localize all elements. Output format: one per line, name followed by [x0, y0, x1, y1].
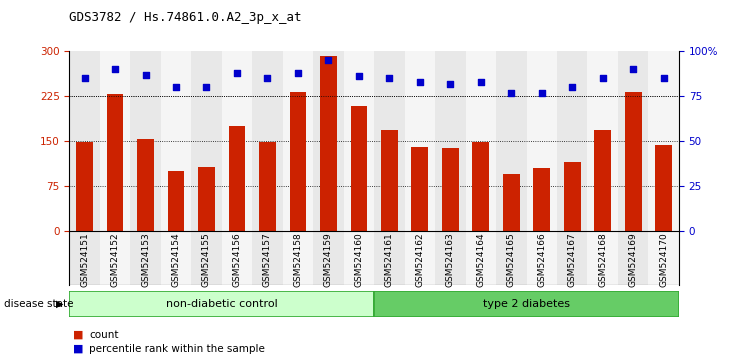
Point — [110, 67, 121, 72]
Bar — [228, 126, 245, 231]
Bar — [625, 92, 642, 231]
Bar — [564, 162, 580, 231]
Bar — [557, 51, 588, 285]
Text: GSM524155: GSM524155 — [202, 232, 211, 287]
Bar — [100, 51, 130, 285]
Bar — [588, 51, 618, 285]
Bar — [442, 148, 458, 231]
Point — [445, 81, 456, 86]
Bar — [259, 142, 276, 231]
Text: GSM524159: GSM524159 — [324, 232, 333, 287]
Point — [261, 75, 273, 81]
Point — [79, 75, 91, 81]
Text: GSM524163: GSM524163 — [446, 232, 455, 287]
Point — [139, 72, 151, 78]
Text: GSM524164: GSM524164 — [476, 232, 485, 287]
Bar — [412, 147, 429, 231]
Bar — [374, 51, 404, 285]
Bar — [198, 167, 215, 231]
Text: ■: ■ — [73, 330, 83, 339]
Bar — [69, 51, 100, 285]
Bar — [496, 51, 526, 285]
Bar — [656, 145, 672, 231]
Text: GDS3782 / Hs.74861.0.A2_3p_x_at: GDS3782 / Hs.74861.0.A2_3p_x_at — [69, 11, 301, 24]
Bar — [526, 51, 557, 285]
Point — [475, 79, 487, 85]
Point — [383, 75, 395, 81]
Bar — [137, 139, 154, 231]
Text: GSM524167: GSM524167 — [568, 232, 577, 287]
Bar — [191, 51, 222, 285]
Bar — [404, 51, 435, 285]
Point — [597, 75, 609, 81]
Bar — [594, 130, 611, 231]
Point — [658, 75, 669, 81]
Point — [170, 85, 182, 90]
Bar — [222, 51, 253, 285]
Point — [231, 70, 243, 76]
Point — [627, 67, 639, 72]
Bar — [344, 51, 374, 285]
Bar — [503, 174, 520, 231]
Text: GSM524169: GSM524169 — [629, 232, 638, 287]
Point — [536, 90, 548, 96]
Bar — [131, 51, 161, 285]
Point — [323, 57, 334, 63]
Bar — [76, 142, 93, 231]
Bar — [320, 56, 337, 231]
Text: ▶: ▶ — [56, 299, 64, 309]
Bar — [290, 92, 307, 231]
Bar — [648, 51, 679, 285]
Bar — [253, 51, 283, 285]
Text: GSM524157: GSM524157 — [263, 232, 272, 287]
Bar — [350, 107, 367, 231]
Text: GSM524166: GSM524166 — [537, 232, 546, 287]
Bar — [283, 51, 313, 285]
Point — [566, 85, 578, 90]
Text: disease state: disease state — [4, 299, 73, 309]
Bar — [168, 171, 185, 231]
Point — [201, 85, 212, 90]
Bar — [466, 51, 496, 285]
Text: GSM524158: GSM524158 — [293, 232, 302, 287]
Text: count: count — [89, 330, 118, 339]
Text: GSM524151: GSM524151 — [80, 232, 89, 287]
Text: GSM524153: GSM524153 — [141, 232, 150, 287]
Text: GSM524165: GSM524165 — [507, 232, 516, 287]
Bar — [435, 51, 466, 285]
Bar — [618, 51, 648, 285]
Text: GSM524156: GSM524156 — [232, 232, 242, 287]
Bar — [161, 51, 191, 285]
Bar — [313, 51, 344, 285]
Text: GSM524160: GSM524160 — [354, 232, 364, 287]
Text: percentile rank within the sample: percentile rank within the sample — [89, 344, 265, 354]
Text: ■: ■ — [73, 344, 83, 354]
Text: type 2 diabetes: type 2 diabetes — [483, 299, 570, 309]
Text: non-diabetic control: non-diabetic control — [166, 299, 277, 309]
Bar — [107, 95, 123, 231]
Bar — [69, 291, 374, 317]
Bar — [472, 142, 489, 231]
Point — [353, 74, 365, 79]
Bar — [534, 168, 550, 231]
Text: GSM524152: GSM524152 — [110, 232, 120, 287]
Bar — [374, 291, 679, 317]
Point — [292, 70, 304, 76]
Point — [414, 79, 426, 85]
Text: GSM524161: GSM524161 — [385, 232, 394, 287]
Bar — [381, 130, 398, 231]
Text: GSM524168: GSM524168 — [598, 232, 607, 287]
Text: GSM524154: GSM524154 — [172, 232, 180, 287]
Text: GSM524170: GSM524170 — [659, 232, 668, 287]
Point — [505, 90, 517, 96]
Text: GSM524162: GSM524162 — [415, 232, 424, 287]
